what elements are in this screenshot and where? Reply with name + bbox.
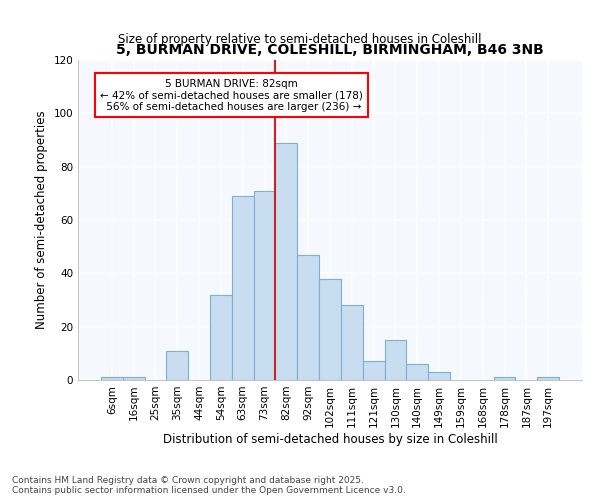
Text: 5 BURMAN DRIVE: 82sqm
← 42% of semi-detached houses are smaller (178)
 56% of se: 5 BURMAN DRIVE: 82sqm ← 42% of semi-deta…	[100, 78, 363, 112]
Bar	[123, 378, 145, 380]
Bar	[254, 190, 275, 380]
Text: Size of property relative to semi-detached houses in Coleshill: Size of property relative to semi-detach…	[118, 32, 482, 46]
X-axis label: Distribution of semi-detached houses by size in Coleshill: Distribution of semi-detached houses by …	[163, 432, 497, 446]
Bar	[101, 378, 123, 380]
Bar	[428, 372, 450, 380]
Bar	[537, 378, 559, 380]
Bar	[210, 294, 232, 380]
Title: 5, BURMAN DRIVE, COLESHILL, BIRMINGHAM, B46 3NB: 5, BURMAN DRIVE, COLESHILL, BIRMINGHAM, …	[116, 44, 544, 58]
Text: Contains HM Land Registry data © Crown copyright and database right 2025.
Contai: Contains HM Land Registry data © Crown c…	[12, 476, 406, 495]
Bar	[341, 306, 363, 380]
Y-axis label: Number of semi-detached properties: Number of semi-detached properties	[35, 110, 48, 330]
Bar	[363, 362, 385, 380]
Bar	[494, 378, 515, 380]
Bar	[232, 196, 254, 380]
Bar	[166, 350, 188, 380]
Bar	[319, 278, 341, 380]
Bar	[406, 364, 428, 380]
Bar	[385, 340, 406, 380]
Bar	[297, 254, 319, 380]
Bar	[275, 142, 297, 380]
